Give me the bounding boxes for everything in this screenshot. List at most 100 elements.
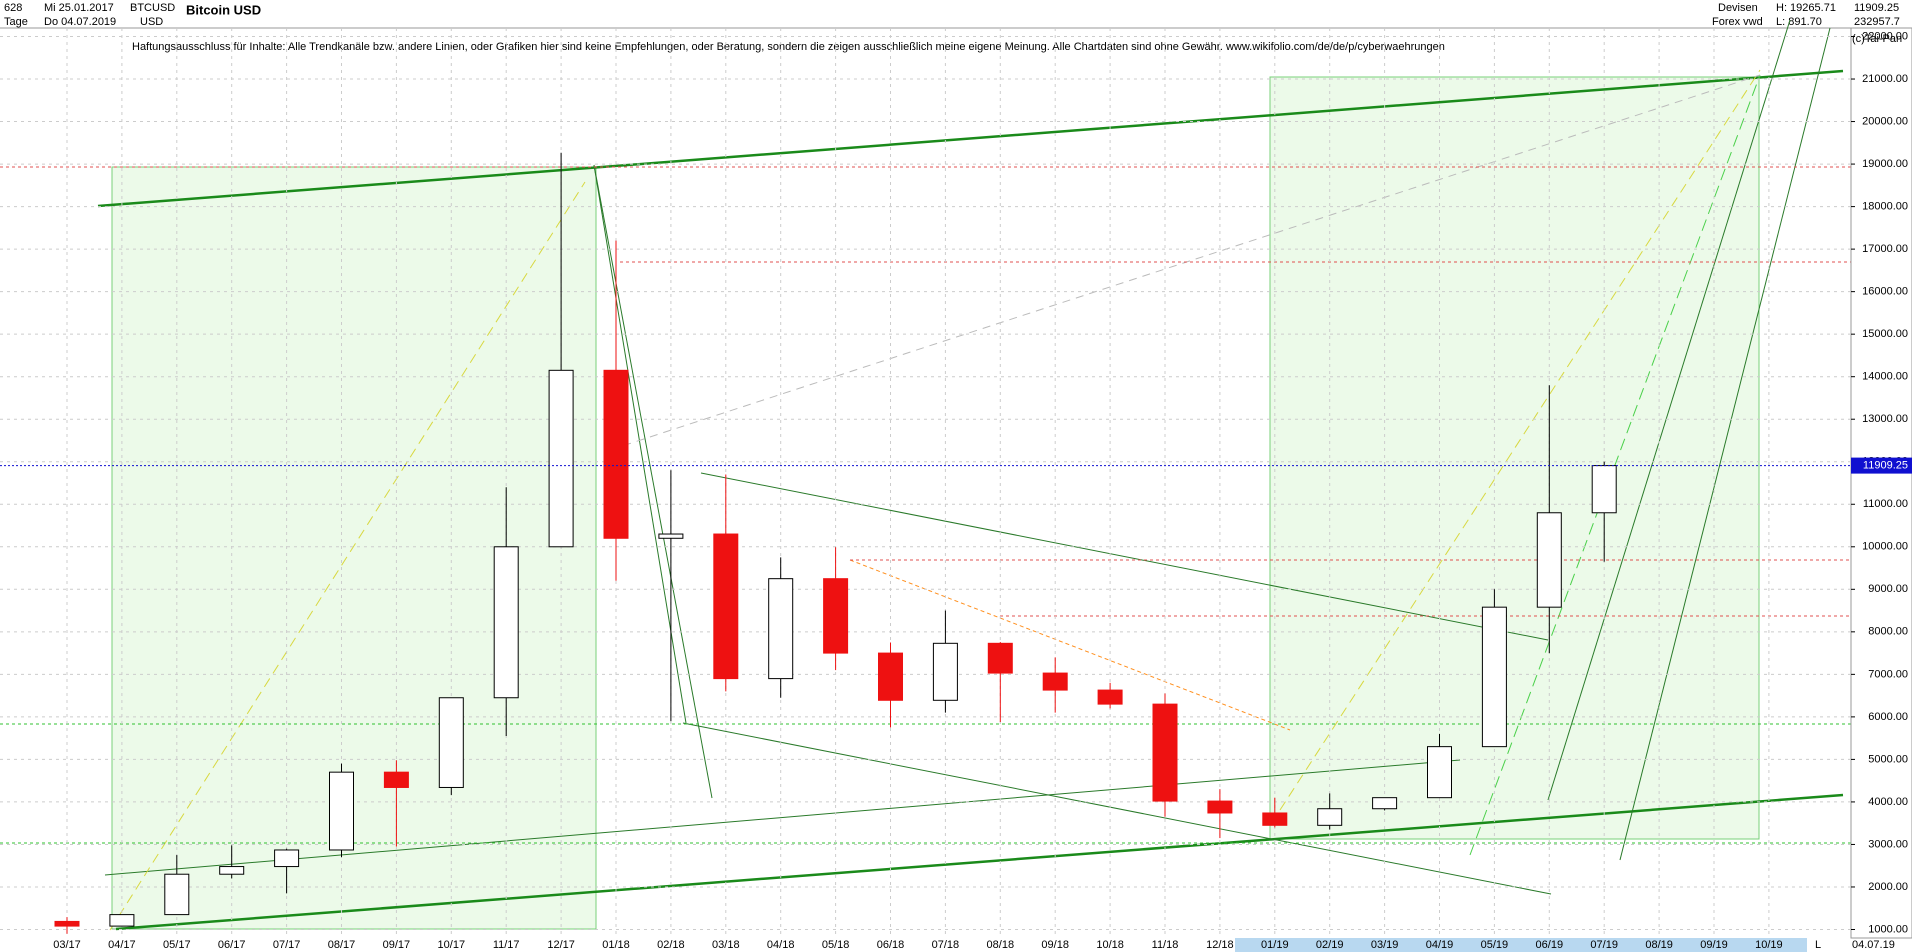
- source: Forex vwd: [1712, 16, 1763, 28]
- y-tick-label: 9000.00: [1868, 583, 1908, 595]
- candle-body: [164, 873, 190, 916]
- annotation: Haftungsausschluss für Inhalte: Alle Tre…: [132, 41, 1445, 53]
- x-tick-label: 10/19: [1755, 939, 1783, 951]
- y-tick-label: 22000.00: [1862, 30, 1908, 42]
- x-tick-label: 05/17: [163, 939, 191, 951]
- copyright: (c)Tai-Pan: [1852, 33, 1902, 45]
- candle-body: [932, 642, 958, 701]
- x-tick-label: 03/18: [712, 939, 740, 951]
- trendline: [109, 181, 586, 931]
- x-tick-label: 10/17: [438, 939, 466, 951]
- symbol: BTCUSD: [130, 2, 175, 14]
- x-tick-label: 09/19: [1700, 939, 1728, 951]
- x-tick-label: 09/17: [383, 939, 411, 951]
- trendline: [97, 69, 1844, 208]
- currency: USD: [140, 16, 163, 28]
- candle-body: [274, 849, 300, 868]
- trendline: [849, 559, 1291, 731]
- y-tick-label: 1000.00: [1868, 923, 1908, 935]
- candle-body: [878, 652, 903, 701]
- y-tick-label: 5000.00: [1868, 753, 1908, 765]
- x-tick-label: 01/18: [602, 939, 630, 951]
- scale-mode[interactable]: L: [1815, 939, 1821, 951]
- x-tick-label: 02/19: [1316, 939, 1344, 951]
- trendline: [115, 793, 1844, 931]
- last-price-tag: [1851, 457, 1912, 474]
- x-tick-label: 08/18: [987, 939, 1015, 951]
- x-tick-label: 10/18: [1096, 939, 1124, 951]
- candle-body: [329, 771, 354, 851]
- y-tick-label: 21000.00: [1862, 73, 1908, 85]
- candle-body: [603, 369, 629, 539]
- x-tick-label: 03/17: [53, 939, 81, 951]
- candle-body: [54, 920, 80, 927]
- candle-body: [1591, 465, 1617, 514]
- header: 628 Tage Mi 25.01.2017 Do 04.07.2019 BTC…: [0, 2, 1912, 53]
- trendline: [700, 472, 1549, 641]
- y-tick-label: 2000.00: [1868, 881, 1908, 893]
- chart-id[interactable]: 628: [4, 2, 22, 14]
- trendline: [1547, 19, 1791, 801]
- y-tick-label: 11000.00: [1863, 498, 1908, 510]
- y-tick-label: 7000.00: [1868, 668, 1908, 680]
- candle-body: [1152, 703, 1178, 802]
- candle-body: [438, 697, 464, 788]
- x-tick-label: 08/19: [1645, 939, 1673, 951]
- y-tick-label: 15000.00: [1862, 328, 1908, 340]
- y-tick-label: 16000.00: [1862, 286, 1908, 298]
- candle-body: [1427, 746, 1452, 799]
- x-tick-label: 05/19: [1481, 939, 1509, 951]
- candle-body: [1481, 606, 1507, 748]
- x-tick-label: 01/19: [1261, 939, 1289, 951]
- axis-frame: [1850, 27, 1912, 939]
- x-tick-label: 09/18: [1041, 939, 1069, 951]
- candle-body: [768, 578, 794, 680]
- x-tick-label: 05/18: [822, 939, 850, 951]
- x-tick-label: 04/18: [767, 939, 795, 951]
- candle-body: [1372, 797, 1398, 810]
- x-tick-label: 04/19: [1426, 939, 1454, 951]
- x-tick-label: 08/17: [328, 939, 356, 951]
- low-label: L: 891.70: [1776, 16, 1822, 28]
- candle-body: [493, 546, 519, 699]
- y-tick-label: 10000.00: [1862, 541, 1908, 553]
- y-tick-label: 3000.00: [1868, 838, 1908, 850]
- x-tick-label: 07/18: [932, 939, 960, 951]
- trendline: [593, 164, 713, 799]
- high-label: H: 19265.71: [1776, 2, 1836, 14]
- candle-body: [109, 914, 135, 927]
- x-tick-label: 07/19: [1590, 939, 1618, 951]
- y-tick-label: 19000.00: [1862, 158, 1908, 170]
- candle-body: [1097, 689, 1123, 705]
- market: Devisen: [1718, 2, 1758, 14]
- x-tick-label: 12/18: [1206, 939, 1234, 951]
- trendline: [104, 759, 1461, 876]
- candle-body: [548, 369, 574, 548]
- candle-body: [987, 642, 1013, 674]
- x-tick-label: 07/17: [273, 939, 301, 951]
- candle-body: [1317, 808, 1343, 826]
- x-tick-label: 06/18: [877, 939, 905, 951]
- candle-body: [658, 533, 684, 539]
- start-date: Mi 25.01.2017: [44, 2, 114, 14]
- period[interactable]: Tage: [4, 16, 28, 28]
- x-tick-label: 11/18: [1152, 939, 1179, 951]
- last-date: 04.07.19: [1852, 939, 1895, 951]
- y-tick-label: 20000.00: [1862, 115, 1908, 127]
- candle-body: [1536, 512, 1562, 608]
- y-tick-label: 18000.00: [1862, 201, 1908, 213]
- candle-body: [1207, 800, 1233, 814]
- candle-body: [219, 866, 245, 875]
- x-tick-label: 03/19: [1371, 939, 1399, 951]
- trendline: [682, 722, 1552, 895]
- y-tick-label: 17000.00: [1862, 243, 1908, 255]
- y-tick-label: 6000.00: [1868, 711, 1908, 723]
- x-tick-label: 06/17: [218, 939, 246, 951]
- last-price-label: 11909.25: [1863, 460, 1908, 472]
- trendline: [1469, 74, 1761, 856]
- candle-body: [383, 771, 409, 788]
- end-date: Do 04.07.2019: [44, 16, 116, 28]
- chart-title: Bitcoin USD: [186, 2, 261, 17]
- candle-body: [713, 533, 739, 680]
